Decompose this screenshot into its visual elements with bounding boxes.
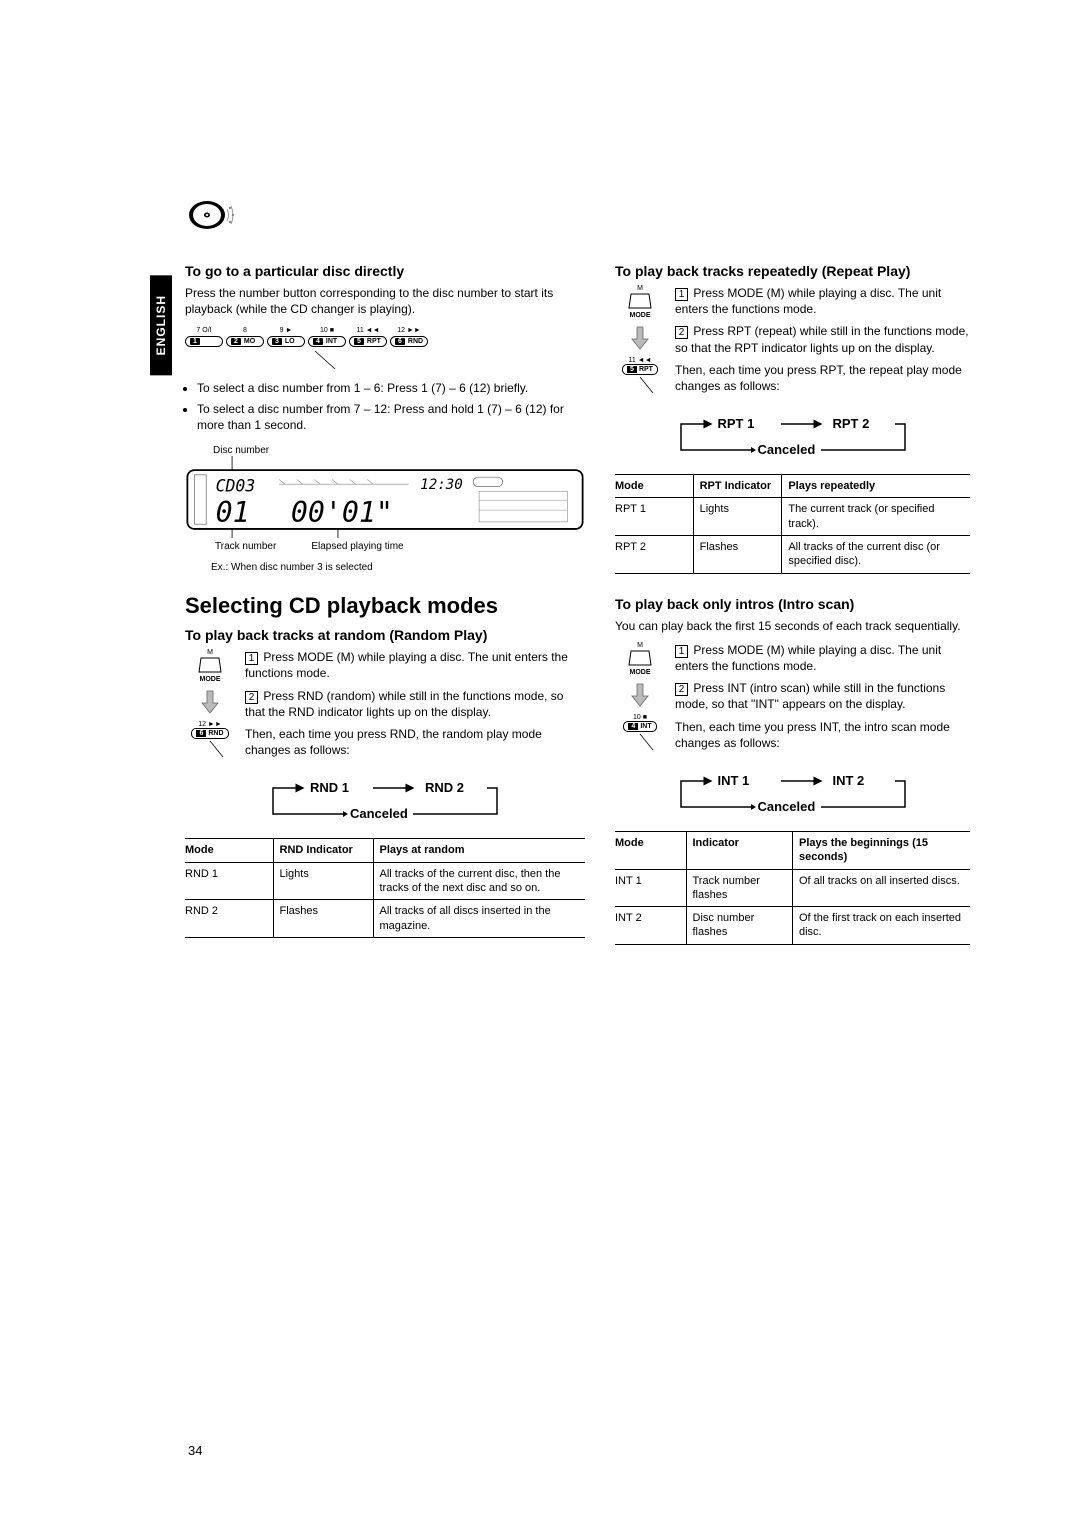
disc-number-label: Disc number [213, 445, 585, 456]
rpt-button-icon: 11 ◄◄ 5RPT [615, 357, 665, 397]
para-goto-disc: Press the number button corresponding to… [185, 285, 585, 317]
elapsed-time-label: Elapsed playing time [311, 541, 403, 552]
table-row: INT 2Disc number flashesOf the first tra… [615, 907, 970, 945]
number-button-row: 7 O/I182MO9 ►3LO10 ■4INT11 ◄◄5RPT12 ►►6R… [185, 327, 585, 347]
table-header: Plays repeatedly [782, 475, 970, 498]
number-button: 11 ◄◄5RPT [349, 327, 387, 347]
table-row: RND 2FlashesAll tracks of all discs inse… [185, 900, 585, 938]
table-header: RND Indicator [273, 839, 373, 862]
random-cycle-diagram: RND 1 RND 2 Canceled [265, 776, 505, 826]
repeat-cycle-diagram: RPT 1 RPT 2 Canceled [673, 412, 913, 462]
random-step-2b: Then, each time you press RND, the rando… [245, 726, 585, 758]
random-play-icons: M MODE 12 ►► 6RND [185, 649, 235, 761]
heading-selecting-modes: Selecting CD playback modes [185, 593, 585, 619]
table-header: Mode [615, 475, 693, 498]
repeat-step-1: 1 Press MODE (M) while playing a disc. T… [675, 285, 970, 317]
down-arrow-icon [630, 682, 650, 708]
table-header: Mode [185, 839, 273, 862]
repeat-play-icons: M MODE 11 ◄◄ 5RPT [615, 285, 665, 397]
intro-scan-para: You can play back the first 15 seconds o… [615, 618, 970, 634]
heading-random-play: To play back tracks at random (Random Pl… [185, 627, 585, 643]
intro-mode-table: Mode Indicator Plays the beginnings (15 … [615, 831, 970, 945]
number-button: 12 ►►6RND [390, 327, 428, 347]
table-row: RND 1LightsAll tracks of the current dis… [185, 862, 585, 900]
heading-goto-disc: To go to a particular disc directly [185, 263, 585, 279]
table-header: Plays at random [373, 839, 585, 862]
table-row: RPT 2FlashesAll tracks of the current di… [615, 536, 970, 574]
right-column: To play back tracks repeatedly (Repeat P… [615, 255, 970, 945]
heading-repeat-play: To play back tracks repeatedly (Repeat P… [615, 263, 970, 279]
number-button: 7 O/I1 [185, 327, 223, 347]
table-header: Mode [615, 831, 686, 869]
svg-text:12:30: 12:30 [420, 477, 462, 493]
left-column: To go to a particular disc directly Pres… [185, 255, 585, 945]
intro-step-1: 1 Press MODE (M) while playing a disc. T… [675, 642, 970, 674]
random-mode-table: Mode RND Indicator Plays at random RND 1… [185, 838, 585, 937]
down-arrow-icon [630, 325, 650, 351]
table-row: RPT 1LightsThe current track (or specifi… [615, 498, 970, 536]
intro-step-2: 2 Press INT (intro scan) while still in … [675, 680, 970, 712]
table-header: Indicator [686, 831, 793, 869]
intro-step-2b: Then, each time you press INT, the intro… [675, 719, 970, 751]
random-step-1: 1 Press MODE (M) while playing a disc. T… [245, 649, 585, 681]
intro-scan-icons: M MODE 10 ■ 4INT [615, 642, 665, 754]
repeat-step-2: 2 Press RPT (repeat) while still in the … [675, 323, 970, 355]
number-button: 10 ■4INT [308, 327, 346, 347]
mode-button-icon: M MODE [627, 642, 653, 676]
page-number: 34 [188, 1443, 202, 1458]
bullet-2: To select a disc number from 7 – 12: Pre… [197, 401, 585, 433]
table-row: INT 1Track number flashesOf all tracks o… [615, 869, 970, 907]
intro-cycle-diagram: INT 1 INT 2 Canceled [673, 769, 913, 819]
number-button: 82MO [226, 327, 264, 347]
table-header: RPT Indicator [693, 475, 782, 498]
disc-select-list: To select a disc number from 1 – 6: Pres… [197, 380, 585, 433]
number-button: 9 ►3LO [267, 327, 305, 347]
mode-button-icon: M MODE [627, 285, 653, 319]
repeat-step-2b: Then, each time you press RPT, the repea… [675, 362, 970, 394]
mode-button-icon: M MODE [197, 649, 223, 683]
rnd-button-icon: 12 ►► 6RND [185, 721, 235, 761]
lcd-display: CD03 12:30 01 00'01" [185, 456, 585, 538]
display-panel-example: Disc number CD03 12:30 01 00'01" [185, 445, 585, 573]
repeat-mode-table: Mode RPT Indicator Plays repeatedly RPT … [615, 474, 970, 573]
table-header: Plays the beginnings (15 seconds) [793, 831, 971, 869]
svg-text:01: 01 [216, 496, 250, 529]
random-step-2: 2 Press RND (random) while still in the … [245, 688, 585, 720]
heading-intro-scan: To play back only intros (Intro scan) [615, 596, 970, 612]
pointer-line [305, 351, 585, 371]
int-button-icon: 10 ■ 4INT [615, 714, 665, 754]
svg-text:CD03: CD03 [216, 476, 256, 495]
bullet-1: To select a disc number from 1 – 6: Pres… [197, 380, 585, 396]
display-caption: Ex.: When disc number 3 is selected [211, 562, 585, 573]
down-arrow-icon [200, 689, 220, 715]
svg-text:00'01": 00'01" [291, 496, 393, 529]
track-number-label: Track number [215, 541, 276, 552]
